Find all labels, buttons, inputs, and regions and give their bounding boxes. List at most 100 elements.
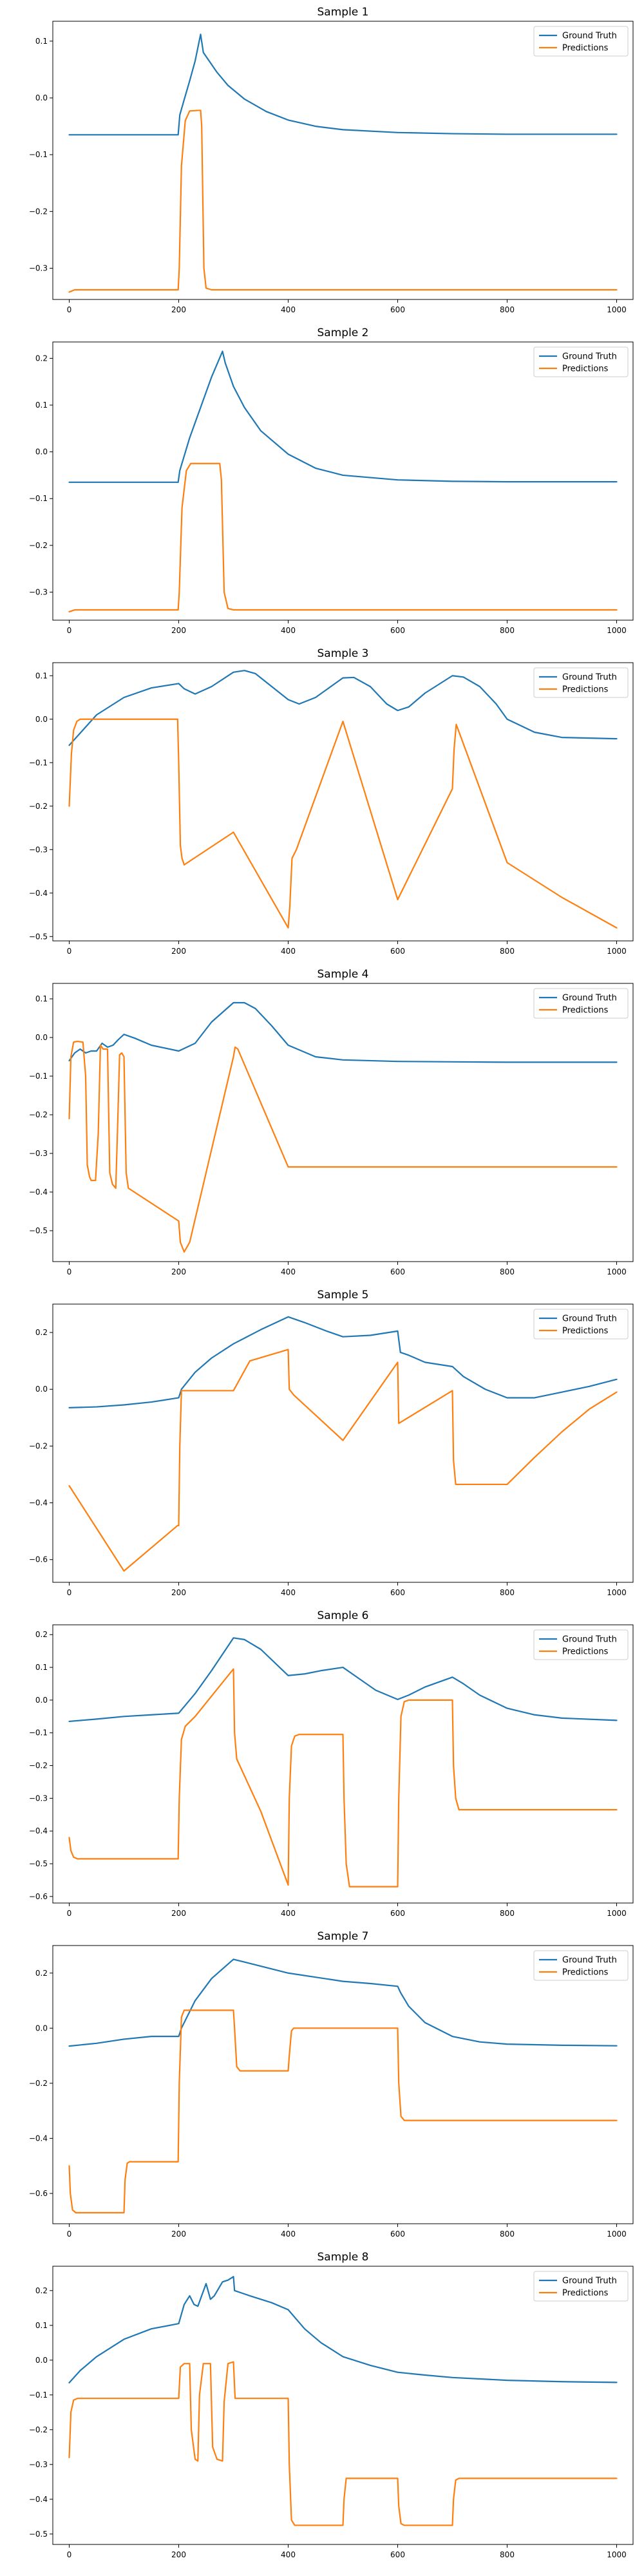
y-tick-label: 0.2 xyxy=(35,354,48,363)
ground-truth-line xyxy=(68,33,618,136)
y-tick-label: −0.5 xyxy=(29,1226,48,1235)
legend-ground-truth-label: Ground Truth xyxy=(562,673,617,683)
x-tick-label: 0 xyxy=(67,626,72,635)
x-tick-label: 0 xyxy=(67,2550,72,2559)
legend: Ground Truth Predictions xyxy=(533,2271,629,2302)
x-tick-label: 600 xyxy=(390,1267,405,1276)
x-tick-label: 800 xyxy=(500,2550,515,2559)
x-tick-label: 200 xyxy=(171,2230,186,2239)
y-tick-label: 0.1 xyxy=(35,37,48,46)
y-tick-label: 0.0 xyxy=(35,1385,48,1394)
predictions-line xyxy=(68,2361,618,2526)
legend-predictions-label: Predictions xyxy=(562,1327,609,1336)
x-tick-label: 0 xyxy=(67,1267,72,1276)
y-tick-label: −0.3 xyxy=(29,845,48,854)
ground-truth-line xyxy=(68,350,618,483)
x-tick-label: 1000 xyxy=(607,1588,627,1597)
x-tick-label: 0 xyxy=(67,1909,72,1918)
legend-predictions-label: Predictions xyxy=(562,1006,609,1016)
ground-truth-line xyxy=(68,1001,618,1063)
legend-box xyxy=(533,988,629,1019)
y-tick-label: −0.1 xyxy=(29,1728,48,1738)
y-tick-label: −0.4 xyxy=(29,1826,48,1835)
subplot-5: Sample 5 0 200 400 600 800 1000 0.2 0.0 −0.2 −0.4 −… xyxy=(29,1289,634,1597)
y-tick-label: −0.2 xyxy=(29,2079,48,2088)
x-tick-label: 200 xyxy=(171,305,186,314)
predictions-line xyxy=(68,1349,618,1572)
ground-truth-line xyxy=(68,670,618,746)
plot-frame xyxy=(52,1624,634,1904)
y-tick-label: 0.1 xyxy=(35,1663,48,1672)
y-tick-label: 0.2 xyxy=(35,1969,48,1978)
legend-box xyxy=(533,667,629,698)
x-tick-label: 400 xyxy=(281,305,296,314)
x-tick-label: 0 xyxy=(67,947,72,956)
legend-box xyxy=(533,2271,629,2302)
y-tick-label: −0.6 xyxy=(29,1892,48,1901)
legend-predictions-label: Predictions xyxy=(562,365,609,374)
x-tick-label: 200 xyxy=(171,1909,186,1918)
y-tick-label: −0.1 xyxy=(29,2391,48,2400)
x-tick-label: 400 xyxy=(281,947,296,956)
x-tick-label: 1000 xyxy=(607,947,627,956)
y-tick-label: −0.2 xyxy=(29,1761,48,1770)
legend-predictions-label: Predictions xyxy=(562,1647,609,1657)
ground-truth-line xyxy=(68,1958,618,2047)
y-tick-label: −0.5 xyxy=(29,932,48,941)
y-tick-label: −0.5 xyxy=(29,2530,48,2539)
x-tick-label: 200 xyxy=(171,1588,186,1597)
legend: Ground Truth Predictions xyxy=(533,667,629,698)
x-tick-label: 1000 xyxy=(607,2230,627,2239)
x-tick-label: 1000 xyxy=(607,626,627,635)
y-tick-label: 0.1 xyxy=(35,994,48,1003)
y-tick-label: 0.0 xyxy=(35,2356,48,2365)
y-tick-label: 0.0 xyxy=(35,1033,48,1042)
x-tick-label: 200 xyxy=(171,626,186,635)
subplot-4: Sample 4 0 200 400 600 800 1000 0.1 0.0 −0.1 −0.2 −… xyxy=(29,968,634,1276)
y-tick-label: −0.2 xyxy=(29,1110,48,1119)
subplot-3: Sample 3 0 200 400 600 800 1000 0.1 0.0 −0.1 −0.2 −… xyxy=(29,647,634,956)
predictions-line xyxy=(68,718,618,929)
predictions-line xyxy=(68,1040,618,1253)
y-tick-label: 0.0 xyxy=(35,715,48,724)
legend: Ground Truth Predictions xyxy=(533,1629,629,1660)
x-tick-label: 200 xyxy=(171,1267,186,1276)
x-tick-label: 400 xyxy=(281,1588,296,1597)
y-tick-label: −0.2 xyxy=(29,802,48,811)
x-tick-label: 800 xyxy=(500,947,515,956)
x-tick-label: 600 xyxy=(390,305,405,314)
legend-ground-truth-label: Ground Truth xyxy=(562,32,617,41)
y-tick-label: −0.4 xyxy=(29,2134,48,2143)
y-tick-label: −0.4 xyxy=(29,889,48,898)
legend-predictions-label: Predictions xyxy=(562,1968,609,1978)
x-tick-label: 600 xyxy=(390,2230,405,2239)
legend-ground-truth-label: Ground Truth xyxy=(562,2277,617,2286)
y-tick-label: 0.2 xyxy=(35,2286,48,2295)
subplot-title: Sample 1 xyxy=(317,6,369,19)
y-tick-label: −0.2 xyxy=(29,541,48,550)
legend-box xyxy=(533,346,629,377)
y-tick-label: −0.6 xyxy=(29,1555,48,1564)
y-tick-label: 0.2 xyxy=(35,1328,48,1337)
x-tick-label: 0 xyxy=(67,305,72,314)
y-tick-label: 0.0 xyxy=(35,448,48,457)
y-tick-label: 0.2 xyxy=(35,1630,48,1639)
y-tick-label: −0.1 xyxy=(29,758,48,767)
plot-frame xyxy=(52,2266,634,2545)
legend-box xyxy=(533,1309,629,1340)
x-tick-label: 800 xyxy=(500,305,515,314)
x-tick-label: 1000 xyxy=(607,1909,627,1918)
subplot-7: Sample 7 0 200 400 600 800 1000 0.2 0.0 −0.2 −0.4 −… xyxy=(29,1930,634,2239)
y-tick-label: −0.3 xyxy=(29,264,48,273)
x-tick-label: 0 xyxy=(67,1588,72,1597)
x-tick-label: 600 xyxy=(390,947,405,956)
subplot-title: Sample 3 xyxy=(317,647,369,660)
legend-predictions-label: Predictions xyxy=(562,44,609,53)
legend: Ground Truth Predictions xyxy=(533,26,629,57)
x-tick-label: 800 xyxy=(500,2230,515,2239)
y-tick-label: 0.1 xyxy=(35,671,48,680)
y-tick-label: −0.1 xyxy=(29,1072,48,1081)
y-tick-label: −0.2 xyxy=(29,1441,48,1450)
predictions-line xyxy=(68,462,618,613)
